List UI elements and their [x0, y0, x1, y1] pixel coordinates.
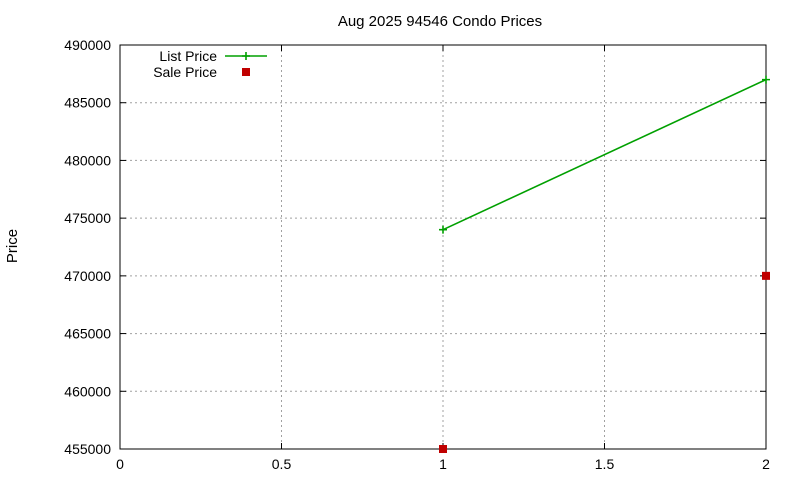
y-tick-label: 480000: [64, 152, 111, 168]
x-tick-label: 0: [116, 456, 124, 472]
list-price-line: [442, 78, 767, 231]
x-tick-label: 1: [439, 456, 447, 472]
x-tick-label: 0.5: [272, 456, 292, 472]
y-tick-label: 470000: [64, 268, 111, 284]
y-tick-label: 455000: [64, 441, 111, 457]
y-tick-label: 490000: [64, 37, 111, 53]
axis-ticks: 0 0.5 1 1.5 2 455000 460000 465000 470000 475000 4…: [64, 37, 770, 472]
x-tick-label: 1.5: [595, 456, 615, 472]
y-tick-label: 460000: [64, 383, 111, 399]
data-series: [439, 75, 770, 453]
legend-marker-sale-price: [242, 68, 250, 76]
list-price-point: [439, 225, 447, 234]
legend-marker-list-price: [242, 52, 250, 60]
grid-lines: [120, 45, 766, 449]
sale-price-point: [762, 271, 770, 280]
y-axis-label: Price: [4, 229, 21, 263]
legend-label-sale-price: Sale Price: [153, 64, 217, 80]
list-price-point: [762, 75, 770, 84]
y-tick-label: 485000: [64, 95, 111, 111]
chart-title: Aug 2025 94546 Condo Prices: [338, 13, 542, 30]
legend-label-list-price: List Price: [159, 48, 217, 64]
sale-price-point: [439, 445, 447, 453]
x-tick-label: 2: [762, 456, 770, 472]
y-tick-label: 475000: [64, 210, 111, 226]
y-tick-label: 465000: [64, 326, 111, 342]
